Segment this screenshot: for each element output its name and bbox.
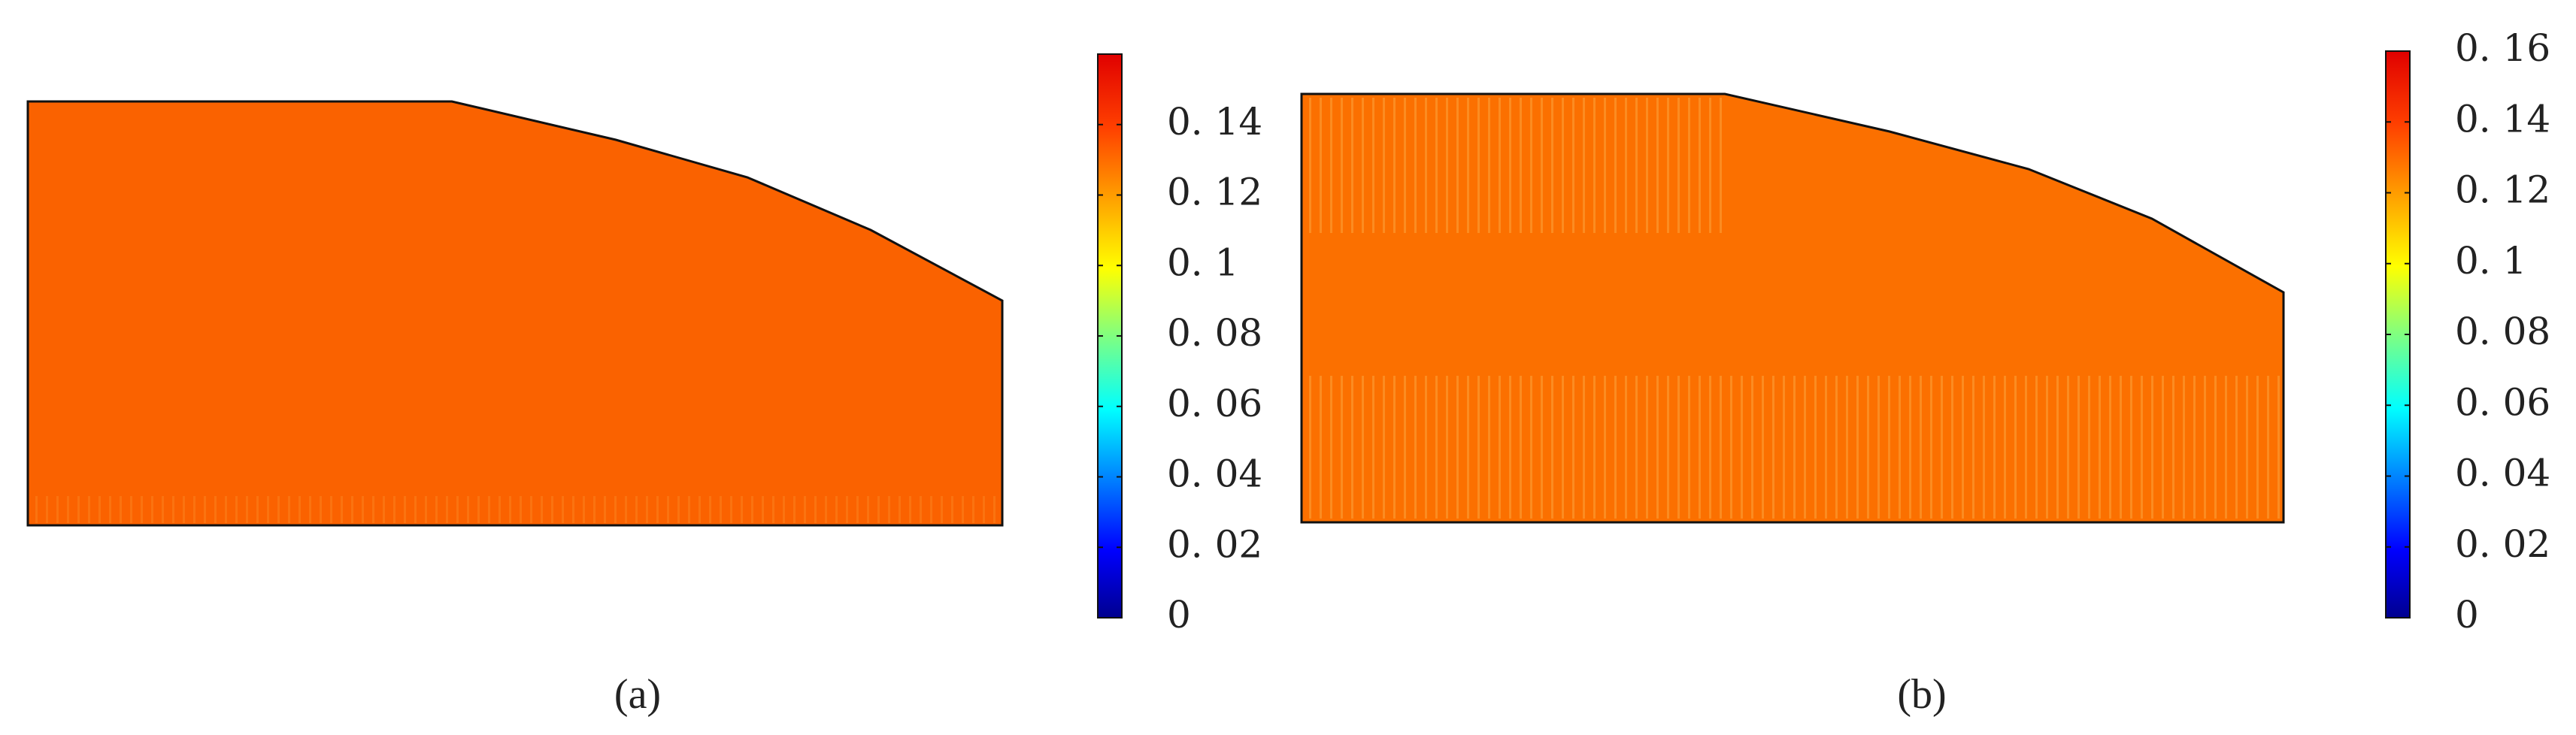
colorbar-tick-label: 0. 06 <box>1167 382 1262 425</box>
colorbar-tick-label: 0. 1 <box>2455 239 2526 283</box>
colorbar-tick-label: 0. 1 <box>1167 240 1238 284</box>
panel-caption: (a) <box>614 671 661 718</box>
colorbar-tick-label: 0. 12 <box>1167 171 1262 214</box>
field-domain <box>26 100 1004 527</box>
colorbar-tick-label: 0. 02 <box>1167 522 1262 566</box>
finger-pattern <box>1305 376 2281 519</box>
colorbar-tick-label: 0. 16 <box>2455 26 2550 70</box>
colorbar-tick-label: 0. 02 <box>2455 522 2550 566</box>
colorbar-tick-label: 0. 06 <box>2455 380 2550 424</box>
panel-caption: (b) <box>1897 671 1946 718</box>
colorbar-tick-label: 0. 08 <box>2455 310 2550 353</box>
colorbar-tick-label: 0. 12 <box>2455 168 2550 212</box>
colorbar-tick-label: 0. 14 <box>2455 97 2550 141</box>
colorbar-tick-label: 0. 04 <box>1167 452 1262 496</box>
colorbar-tick-label: 0 <box>2455 593 2479 637</box>
colorbar-tick-label: 0. 08 <box>1167 311 1262 355</box>
finger-pattern <box>1305 98 1726 233</box>
colorbar-tick-label: 0. 14 <box>1167 100 1262 144</box>
colorbar-tick-label: 0 <box>1167 593 1191 637</box>
finger-pattern <box>30 496 1000 523</box>
colorbar-tick-label: 0. 04 <box>2455 452 2550 495</box>
